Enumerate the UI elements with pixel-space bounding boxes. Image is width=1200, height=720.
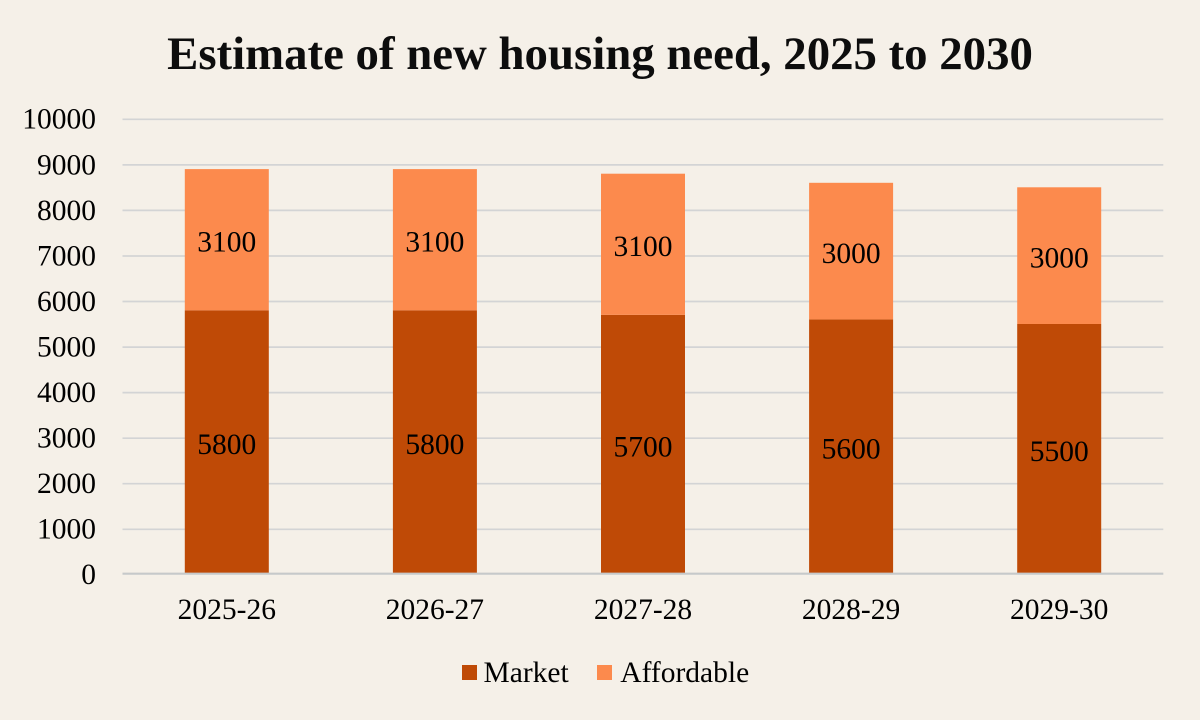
svg-text:2027-28: 2027-28 xyxy=(594,594,692,626)
svg-text:4000: 4000 xyxy=(37,377,96,409)
svg-text:2000: 2000 xyxy=(37,468,96,500)
svg-text:3100: 3100 xyxy=(197,226,256,258)
svg-text:Estimate of new housing need,: Estimate of new housing need, 2025 to 20… xyxy=(167,28,1033,80)
svg-text:3100: 3100 xyxy=(614,231,673,263)
svg-text:2028-29: 2028-29 xyxy=(802,594,900,626)
svg-text:7000: 7000 xyxy=(37,240,96,272)
svg-text:10000: 10000 xyxy=(22,104,96,136)
svg-text:6000: 6000 xyxy=(37,286,96,318)
svg-text:2025-26: 2025-26 xyxy=(178,594,276,626)
svg-text:5000: 5000 xyxy=(37,332,96,364)
svg-text:Affordable: Affordable xyxy=(620,657,749,689)
svg-text:2029-30: 2029-30 xyxy=(1010,594,1108,626)
svg-text:2026-27: 2026-27 xyxy=(386,594,484,626)
svg-text:Market: Market xyxy=(484,657,570,689)
svg-text:5600: 5600 xyxy=(822,434,881,466)
svg-text:8000: 8000 xyxy=(37,195,96,227)
svg-text:1000: 1000 xyxy=(37,514,96,546)
svg-text:5500: 5500 xyxy=(1030,436,1089,468)
svg-text:3000: 3000 xyxy=(37,423,96,455)
svg-text:5800: 5800 xyxy=(405,429,464,461)
svg-text:9000: 9000 xyxy=(37,149,96,181)
svg-text:3000: 3000 xyxy=(822,238,881,270)
svg-text:3000: 3000 xyxy=(1030,242,1089,274)
svg-text:5700: 5700 xyxy=(614,431,673,463)
svg-text:3100: 3100 xyxy=(405,226,464,258)
svg-text:0: 0 xyxy=(81,559,96,591)
svg-text:5800: 5800 xyxy=(197,429,256,461)
